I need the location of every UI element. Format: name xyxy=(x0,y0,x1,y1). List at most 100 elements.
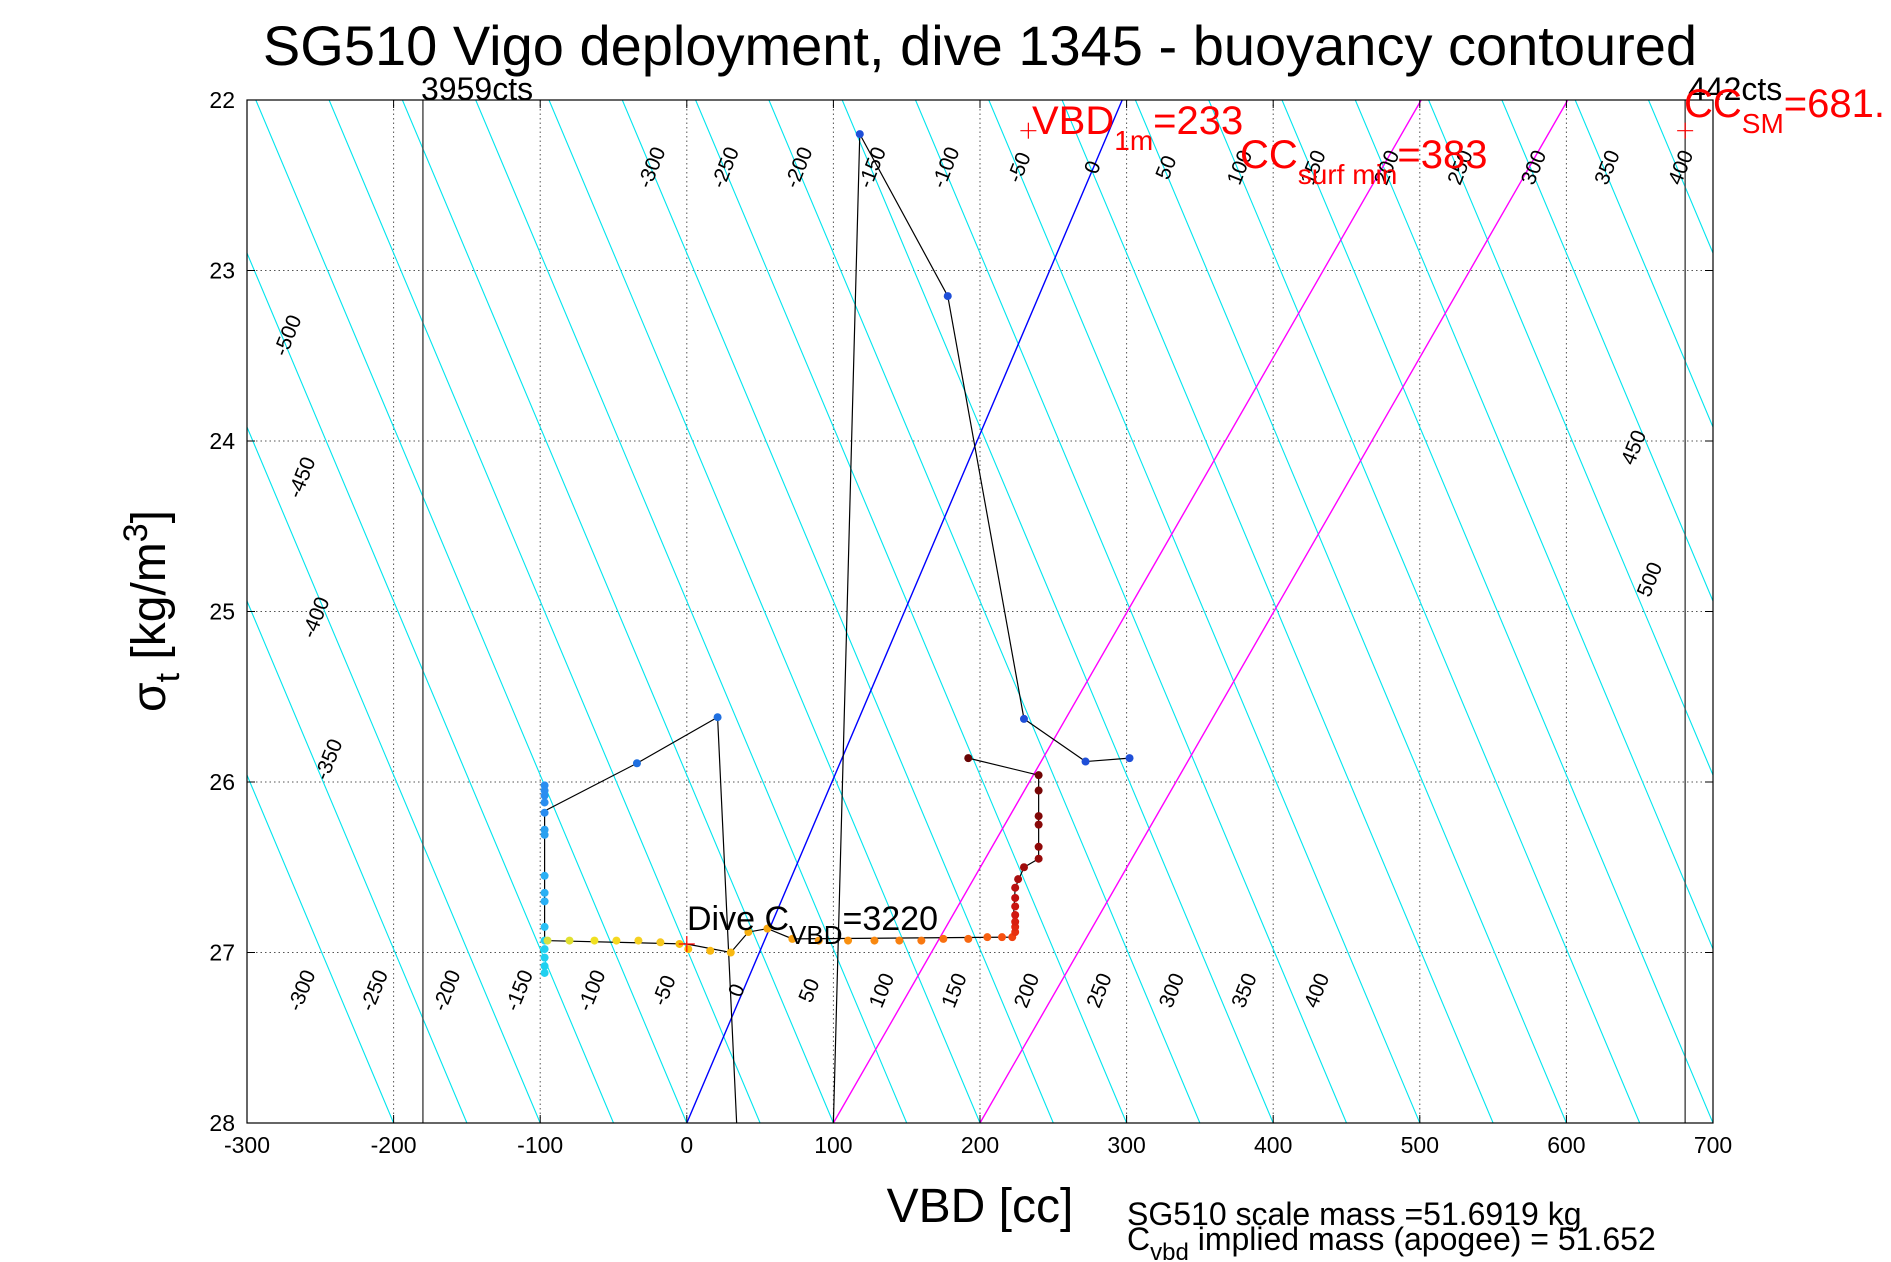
vbd-1m-sub: 1m xyxy=(1114,125,1153,156)
climb-point xyxy=(543,936,552,945)
y-tick-label: 24 xyxy=(209,428,235,454)
climb-point xyxy=(997,933,1006,942)
profile-points xyxy=(540,122,1694,977)
climb-point xyxy=(964,754,973,763)
cc-surf-sub: surf min xyxy=(1298,159,1398,190)
contour-label: -400 xyxy=(297,594,334,642)
dive-point xyxy=(540,962,549,971)
axis-ticks: -300 -200 -100 0 100 200 300 400 500 600 700222324… xyxy=(209,87,1732,1158)
dive-point xyxy=(632,759,641,768)
dive-cvbd-value: =3220 xyxy=(843,900,939,938)
climb-point xyxy=(1034,786,1043,795)
contour-label: 350 xyxy=(1590,147,1624,188)
vbd-1m-value: =233 xyxy=(1153,99,1243,143)
x-tick-label: 500 xyxy=(1401,1132,1439,1158)
vbd-1m-label: VBD xyxy=(1032,99,1114,143)
contour-label: -100 xyxy=(927,144,964,192)
y-tick-label: 28 xyxy=(209,1110,235,1136)
dive-point xyxy=(713,713,722,722)
cc-line xyxy=(832,100,1422,1123)
chart-title: SG510 Vigo deployment, dive 1345 - buoya… xyxy=(263,14,1697,77)
contour-label: -50 xyxy=(648,972,681,1009)
climb-point xyxy=(788,934,797,943)
y-axis-label-sub: t xyxy=(149,672,187,682)
contour-label: 100 xyxy=(865,970,899,1011)
implied-mass-sub: vbd xyxy=(1150,1239,1189,1262)
climb-point xyxy=(1019,863,1028,872)
buoyancy-contour-line xyxy=(1428,100,1713,777)
y-tick-label: 23 xyxy=(209,258,235,284)
contour-label: -250 xyxy=(356,967,393,1015)
contour-label: 450 xyxy=(1617,427,1651,468)
svg-text:CCSM=681.: CCSM=681. xyxy=(1684,82,1885,139)
climb-point xyxy=(706,946,715,955)
dive-point xyxy=(540,953,549,962)
climb-point xyxy=(870,936,879,945)
y-tick-label: 26 xyxy=(209,769,235,795)
cc-sm-annotation: CCSM=681. xyxy=(1684,82,1885,139)
contour-label: 400 xyxy=(1300,970,1334,1011)
cc-sm-value: =681. xyxy=(1784,82,1885,126)
dive-point xyxy=(1019,714,1028,723)
climb-point xyxy=(684,945,693,954)
x-tick-label: -100 xyxy=(517,1132,563,1158)
dive-profile-line xyxy=(832,131,1130,1123)
dive-point xyxy=(1125,754,1134,763)
dive-cvbd-annotation: Dive CVBD=3220 xyxy=(687,900,938,950)
climb-point xyxy=(844,936,853,945)
contour-label: -350 xyxy=(310,736,347,784)
contour-label: 200 xyxy=(1010,970,1044,1011)
climb-point xyxy=(656,938,665,947)
max-limit-label: 442cts xyxy=(1688,71,1782,107)
buoyancy-contour-line xyxy=(841,100,1274,1123)
contour-label: 150 xyxy=(937,970,971,1011)
buoyancy-contour-line xyxy=(1281,100,1713,1123)
y-tick-label: 25 xyxy=(209,599,235,625)
buoyancy-contour-line xyxy=(1061,100,1494,1123)
climb-point xyxy=(1011,883,1020,892)
contour-label: -200 xyxy=(428,967,465,1015)
climb-point xyxy=(895,936,904,945)
x-tick-label: -200 xyxy=(371,1132,417,1158)
climb-point xyxy=(917,936,926,945)
climb-point xyxy=(1011,910,1020,919)
x-tick-label: 100 xyxy=(814,1132,852,1158)
cc-sm-sub: SM xyxy=(1742,108,1784,139)
contour-label: 50 xyxy=(794,975,824,1005)
svg-text:VBD1m=233: VBD1m=233 xyxy=(1032,99,1243,156)
vbd-1m-annotation: VBD1m=233 xyxy=(1032,99,1243,156)
buoyancy-contour-line xyxy=(621,100,1054,1123)
y-tick-label: 27 xyxy=(209,940,235,966)
x-tick-label: 700 xyxy=(1694,1132,1732,1158)
x-tick-label: 600 xyxy=(1547,1132,1585,1158)
y-axis-label-close: ] xyxy=(123,510,176,523)
contour-label: 350 xyxy=(1227,970,1261,1011)
dive-point xyxy=(943,292,952,301)
buoyancy-contour-line xyxy=(247,425,541,1123)
dive-point xyxy=(540,945,549,954)
cc-line xyxy=(979,100,1569,1123)
buoyancy-contour-line xyxy=(695,100,1128,1123)
vbd-1m-marker xyxy=(1020,122,1037,139)
x-tick-label: -300 xyxy=(224,1132,270,1158)
x-tick-label: 300 xyxy=(1107,1132,1145,1158)
climb-point xyxy=(1034,771,1043,780)
climb-point xyxy=(983,933,992,942)
dive-point xyxy=(540,798,549,807)
x-tick-label: 0 xyxy=(680,1132,693,1158)
dive-point xyxy=(540,808,549,817)
climb-point xyxy=(1011,917,1020,926)
contour-label: -50 xyxy=(1003,149,1036,186)
contour-label: -200 xyxy=(780,144,817,192)
buoyancy-contour-line xyxy=(255,100,688,1123)
y-axis-label-sup: 3 xyxy=(117,523,155,542)
buoyancy-contour-line xyxy=(1134,100,1567,1123)
svg-text:CCsurf min=383: CCsurf min=383 xyxy=(1240,133,1487,190)
climb-point xyxy=(1034,812,1043,821)
climb-point xyxy=(1011,893,1020,902)
contour-label: 300 xyxy=(1517,147,1551,188)
buoyancy-contour-line xyxy=(1208,100,1641,1123)
cc-sm-label: CC xyxy=(1684,82,1742,126)
climb-point xyxy=(744,928,753,937)
dive-point xyxy=(540,871,549,880)
